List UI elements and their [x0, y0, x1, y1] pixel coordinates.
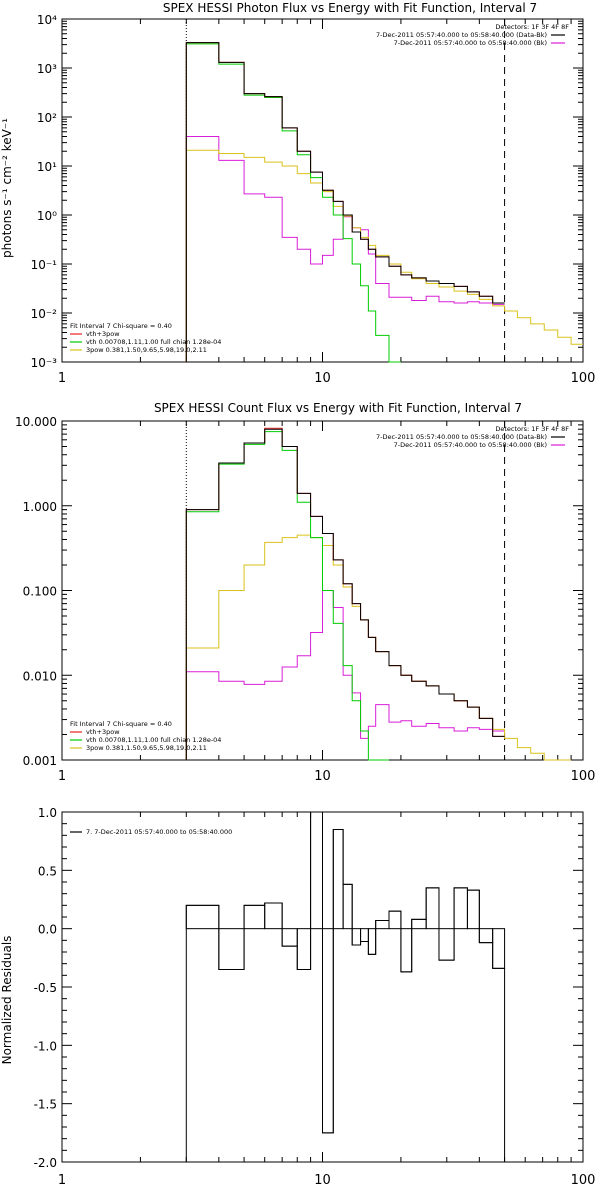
count-legend-top-entry: 7-Dec-2011 05:57:40.000 to 05:58:40.000 … — [376, 433, 547, 441]
count-fit-legend-header: Fit Interval 7 Chi-square = 0.40 — [70, 720, 172, 728]
count-y-tick-label: 10.000 — [15, 415, 57, 429]
photon-y-tick-label: 10⁻² — [31, 307, 58, 321]
resid-residual-bar — [342, 883, 353, 930]
residuals-panel: Normalized Residuals 1 10 100 -2.0 -1.5 -1.0 -… — [0, 806, 595, 1188]
count-x-tick-label: 100 — [571, 769, 596, 784]
photon-fit-legend-header: Fit Interval 7 Chi-square = 0.40 — [70, 322, 172, 330]
photon-legend-top-entry: 7-Dec-2011 05:57:40.000 to 05:58:40.000 … — [394, 39, 547, 47]
resid-y-tick-label: -1.5 — [34, 1098, 57, 1112]
photon-x-tick-label: 1 — [58, 371, 66, 386]
photon-x-tick-label: 100 — [571, 371, 596, 386]
photon-series-thermal — [185, 43, 401, 363]
resid-residual-bar — [367, 928, 377, 955]
count-legend-bottom: Fit Interval 7 Chi-square = 0.40vth+3pow… — [70, 720, 221, 752]
resid-y-tick-label: -1.0 — [34, 1039, 57, 1053]
count-flux-title: SPEX HESSI Count Flux vs Energy with Fit… — [154, 401, 522, 415]
photon-legend-top-header: Detectors: 1F 3F 4F 8F — [495, 23, 569, 31]
photon-y-tick-label: 10² — [37, 111, 57, 125]
resid-residual-bar — [218, 928, 245, 971]
photon-y-ticks — [62, 18, 583, 363]
photon-y-tick-label: 10¹ — [37, 160, 57, 174]
resid-residual-bar — [310, 811, 323, 930]
resid-residual-bar — [360, 928, 369, 943]
photon-flux-title: SPEX HESSI Photon Flux vs Energy with Fi… — [163, 1, 537, 15]
resid-residual-bar — [425, 887, 440, 930]
resid-x-tick-label: 100 — [571, 1173, 596, 1188]
resid-x-tick-label: 10 — [314, 1173, 331, 1188]
resid-residual-bar — [438, 928, 455, 961]
photon-series-data — [185, 42, 505, 362]
count-legend-top: Detectors: 1F 3F 4F 8F7-Dec-2011 05:57:4… — [376, 425, 569, 449]
resid-residual-bar — [185, 904, 220, 930]
photon-fit-legend-entry: vth+3pow — [86, 330, 120, 338]
photon-series-powerlaw — [185, 149, 583, 362]
count-y-tick-label: 1.000 — [23, 500, 57, 514]
resid-residual-bar — [466, 889, 480, 930]
resid-y-tick-label: -0.5 — [34, 981, 57, 995]
resid-x-tick-label: 1 — [58, 1173, 66, 1188]
resid-residual-bar — [322, 928, 334, 1134]
photon-y-tick-label: 10³ — [37, 62, 57, 76]
resid-y-tick-label: 0.0 — [38, 923, 57, 937]
count-fit-legend-entry: vth 0.00708,1.11,1.00 full chian 1.28e-0… — [86, 736, 221, 744]
photon-y-tick-label: 10⁴ — [37, 13, 57, 27]
photon-legend-top: Detectors: 1F 3F 4F 8F7-Dec-2011 05:57:4… — [376, 23, 569, 47]
count-series-background — [185, 590, 505, 760]
count-legend-top-entry: 7-Dec-2011 05:57:40.000 to 05:58:40.000 … — [394, 441, 547, 449]
resid-residual-bar — [332, 829, 344, 930]
resid-residual-bar — [492, 928, 506, 969]
resid-residual-bar — [264, 902, 283, 930]
photon-series-background — [185, 135, 505, 362]
resid-residual-bar — [411, 918, 427, 930]
count-fit-legend-entry: 3pow 0.381,1.50,9.65,5.98,19.0,2.11 — [86, 744, 207, 752]
resid-legend-top: 7. 7-Dec-2011 05:57:40.000 to 05:58:40.0… — [70, 828, 232, 836]
photon-fit-legend-entry: vth 0.00708,1.11,1.00 full chian 1.28e-0… — [86, 338, 221, 346]
resid-residual-bar — [400, 928, 413, 973]
resid-series-residuals — [185, 811, 506, 1162]
count-x-tick-label: 1 — [58, 769, 66, 784]
resid-residual-bar — [375, 920, 390, 930]
resid-residual-bar — [388, 910, 402, 930]
resid-residual-bar — [243, 904, 266, 930]
photon-series-total — [185, 42, 505, 362]
photon-flux-y-axis-label: photons s⁻¹ cm⁻² keV⁻¹ — [0, 118, 14, 258]
count-x-tick-label: 10 — [314, 769, 331, 784]
photon-legend-top-entry: 7-Dec-2011 05:57:40.000 to 05:58:40.000 … — [376, 31, 547, 39]
resid-y-tick-label: -2.0 — [34, 1156, 57, 1170]
count-flux-panel: SPEX HESSI Count Flux vs Energy with Fit… — [15, 401, 595, 784]
photon-fit-legend-entry: 3pow 0.381,1.50,9.65,5.98,19.0,2.11 — [86, 346, 207, 354]
residuals-y-axis-label: Normalized Residuals — [0, 936, 14, 1065]
count-series-thermal — [185, 431, 389, 761]
resid-residual-bar — [478, 928, 494, 944]
photon-x-tick-label: 10 — [314, 371, 331, 386]
photon-legend-bottom: Fit Interval 7 Chi-square = 0.40vth+3pow… — [70, 322, 221, 354]
count-fit-legend-entry: vth+3pow — [86, 728, 120, 736]
count-y-ticks — [62, 420, 583, 761]
photon-flux-panel: SPEX HESSI Photon Flux vs Energy with Fi… — [0, 1, 595, 386]
photon-y-tick-label: 10⁰ — [37, 209, 57, 223]
resid-residual-bar — [453, 887, 468, 930]
photon-y-tick-label: 10⁻³ — [31, 356, 58, 370]
resid-y-ticks — [62, 811, 583, 1163]
count-series-powerlaw — [185, 534, 572, 761]
resid-residual-bar — [281, 928, 298, 947]
count-y-tick-label: 0.010 — [23, 669, 57, 683]
resid-y-tick-label: 1.0 — [38, 806, 57, 820]
count-y-tick-label: 0.001 — [23, 754, 57, 768]
count-y-tick-label: 0.100 — [23, 585, 57, 599]
count-legend-top-header: Detectors: 1F 3F 4F 8F — [495, 425, 569, 433]
count-series-total — [185, 427, 505, 760]
count-series-data — [185, 428, 505, 760]
resid-residual-bar — [351, 928, 362, 946]
resid-residual-bar — [296, 928, 312, 971]
photon-y-tick-label: 10⁻¹ — [31, 258, 58, 272]
resid-legend-entry: 7. 7-Dec-2011 05:57:40.000 to 05:58:40.0… — [86, 828, 232, 836]
resid-y-tick-label: 0.5 — [38, 864, 57, 878]
